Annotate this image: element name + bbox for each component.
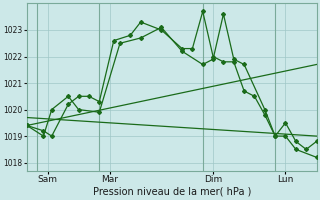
X-axis label: Pression niveau de la mer( hPa ): Pression niveau de la mer( hPa )	[92, 187, 251, 197]
